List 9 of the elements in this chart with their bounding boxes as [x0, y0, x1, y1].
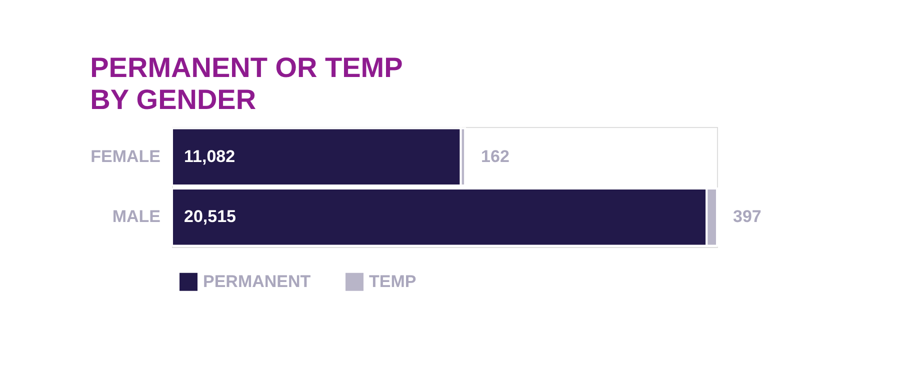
data-label: 397 [733, 207, 762, 226]
chart-title: PERMANENT OR TEMP BY GENDER [90, 52, 403, 115]
data-label: 162 [481, 146, 510, 166]
y-tick-label: FEMALE [90, 146, 160, 166]
data-label: 20,515 [184, 207, 236, 226]
legend-label: PERMANENT [203, 272, 312, 291]
legend-label: TEMP [369, 272, 416, 291]
y-tick-label: MALE [112, 207, 160, 226]
data-label: 11,082 [184, 146, 236, 166]
